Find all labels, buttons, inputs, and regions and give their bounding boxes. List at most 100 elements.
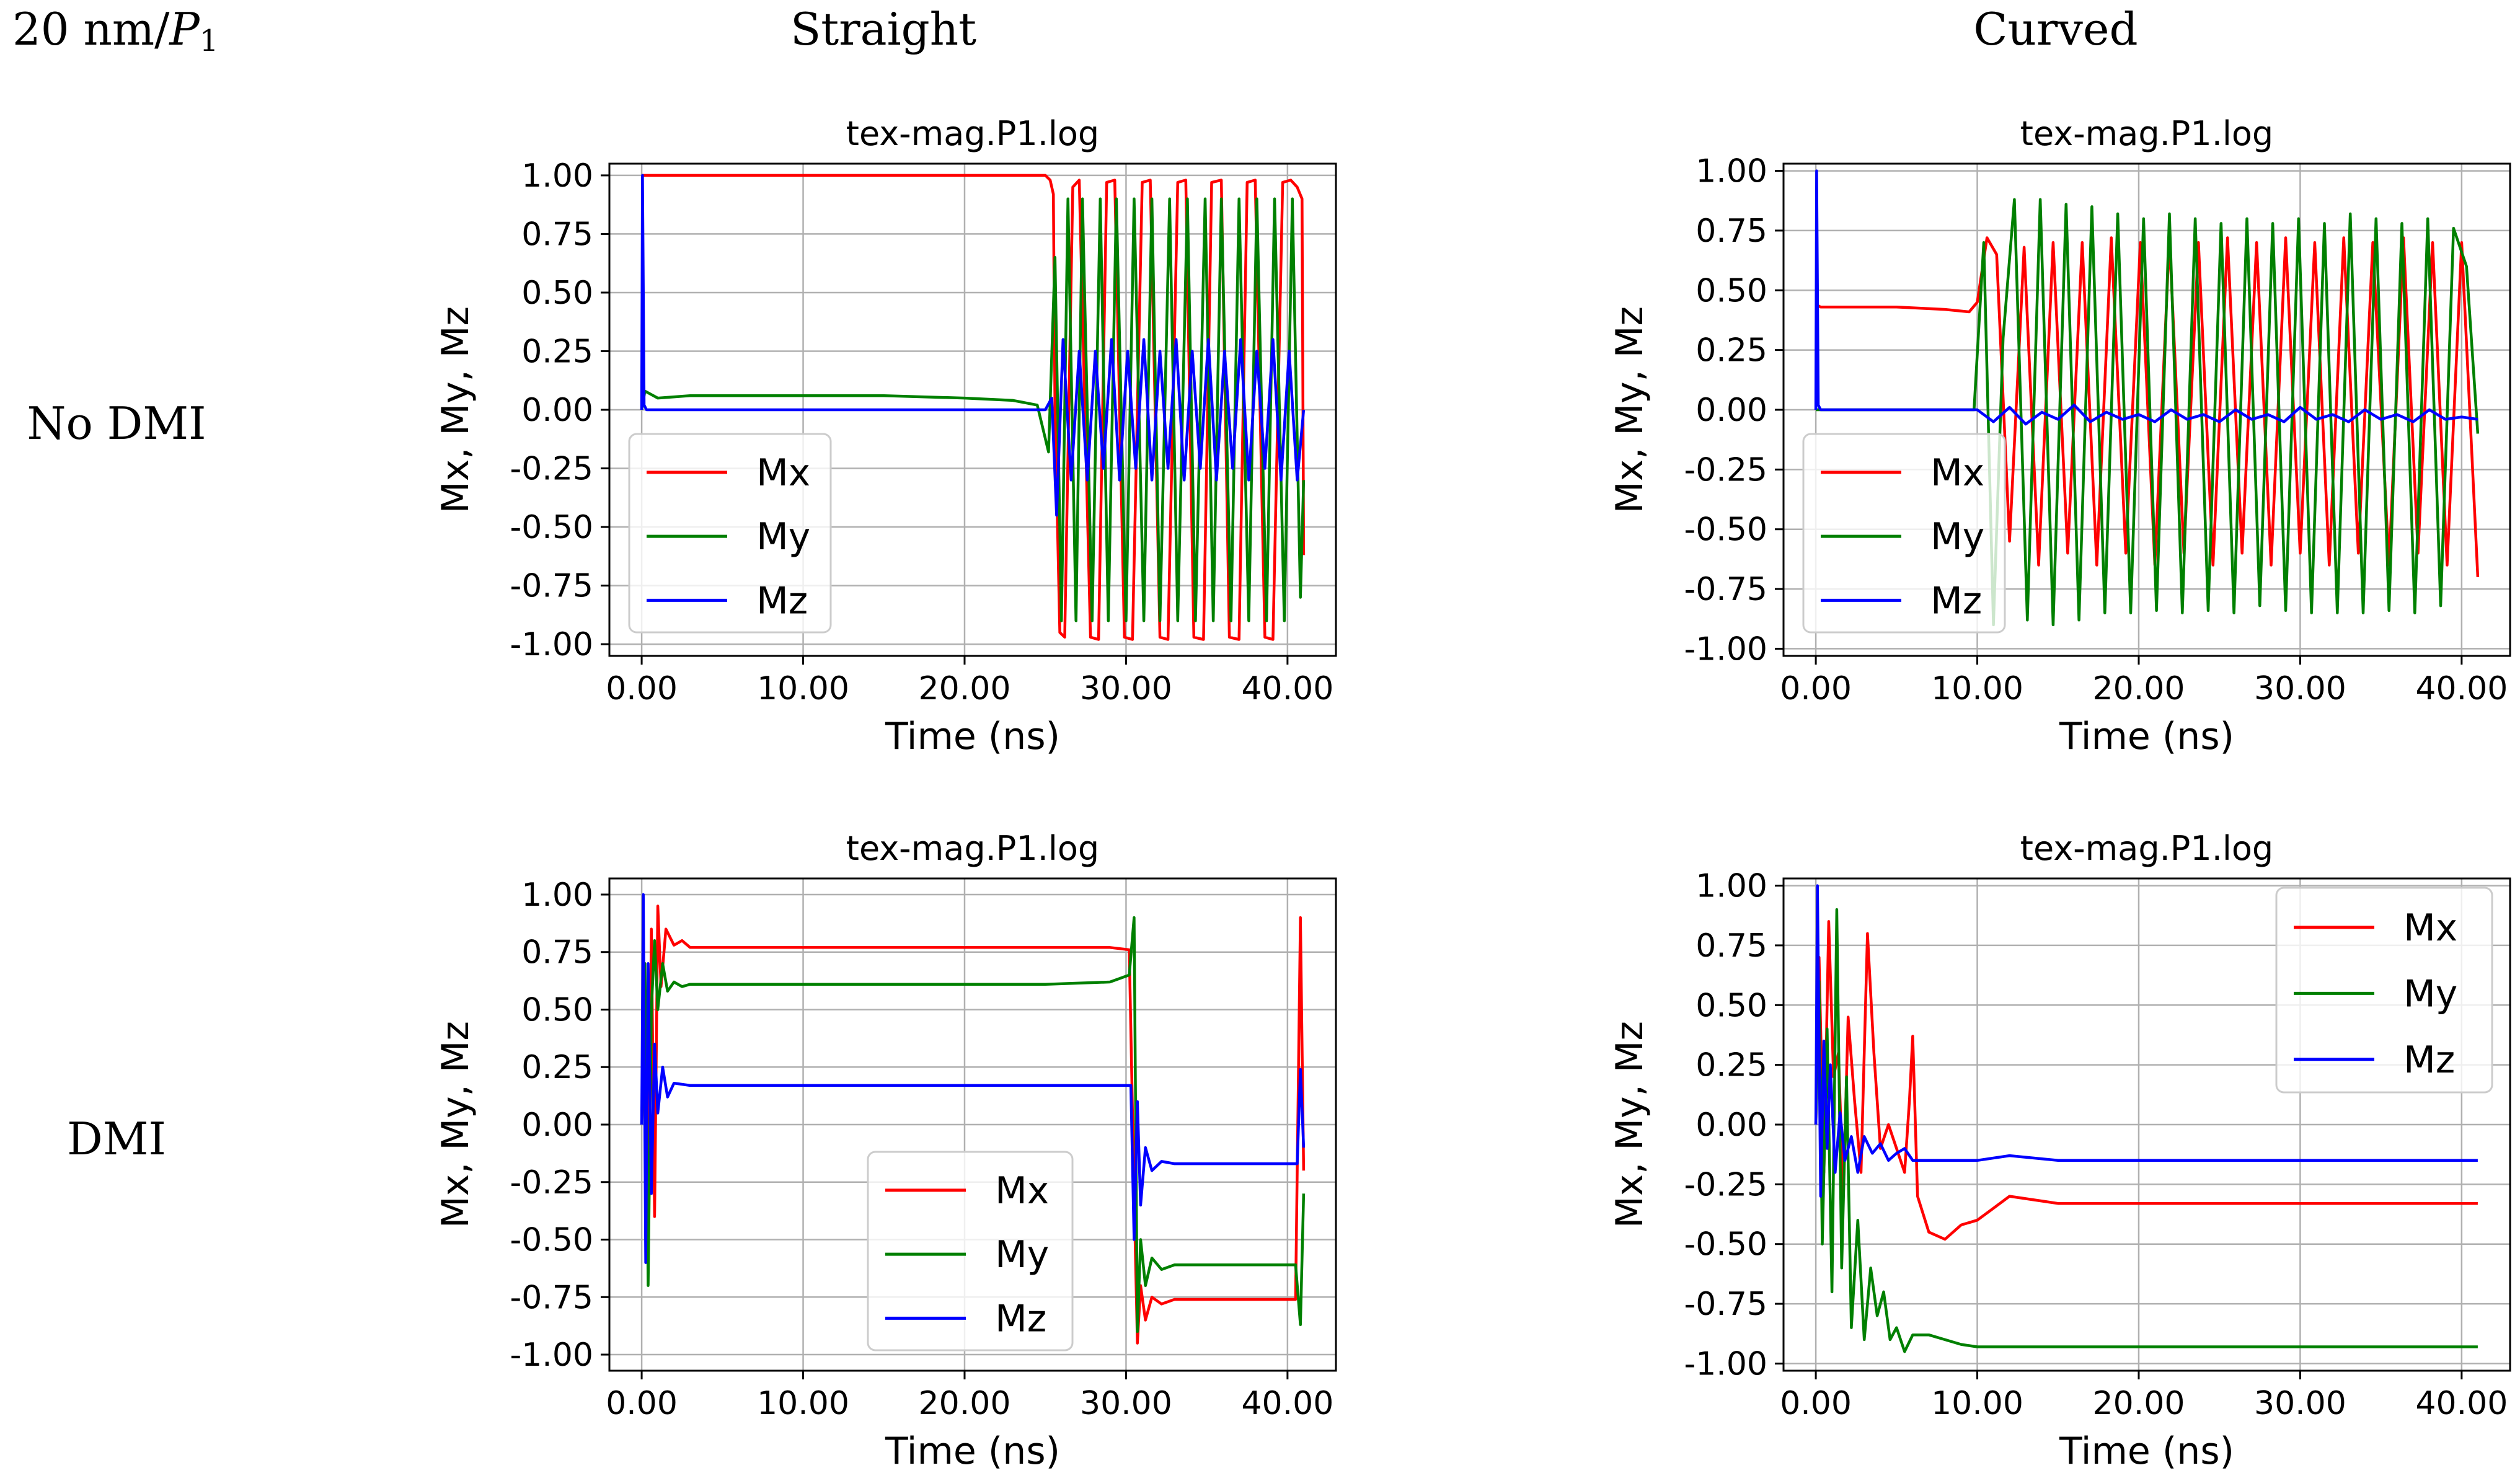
y-tick-label: -1.00	[510, 626, 593, 663]
y-tick-label: 0.00	[1695, 1107, 1767, 1144]
y-tick-label: 1.00	[1695, 868, 1767, 905]
y-tick-label: -0.75	[510, 568, 593, 605]
y-tick-label: 1.00	[1695, 153, 1767, 190]
x-tick-label: 0.00	[1780, 1385, 1852, 1422]
corner-label-italic: P	[168, 3, 200, 55]
legend-label-mz: Mz	[756, 579, 808, 622]
x-axis-label: Time (ns)	[885, 715, 1060, 758]
legend-label-mz: Mz	[2403, 1038, 2455, 1082]
y-tick-label: 0.75	[1695, 213, 1767, 250]
legend-box	[2275, 887, 2493, 1094]
y-tick-label: -0.25	[1684, 451, 1767, 489]
legend: Mx My Mz	[628, 433, 832, 634]
legend-box	[867, 1151, 1074, 1351]
y-tick-label: 0.50	[1695, 987, 1767, 1024]
x-tick-label: 0.00	[606, 1385, 678, 1422]
x-tick-label: 30.00	[1080, 670, 1172, 707]
y-tick-label: -1.00	[1684, 630, 1767, 668]
legend-label-mz: Mz	[995, 1297, 1046, 1340]
column-header-straight: Straight	[790, 3, 976, 55]
x-axis-label: Time (ns)	[2059, 715, 2234, 758]
x-tick-label: 40.00	[1241, 1385, 1333, 1422]
corner-label-sub: 1	[200, 24, 219, 58]
y-tick-label: -0.25	[1684, 1166, 1767, 1203]
legend-label-my: My	[995, 1233, 1049, 1276]
chart-panel-nodmi-straight: 0.00 10.00 20.00 30.00 40.00 1.00 0.75 0.50 0.25…	[434, 114, 1337, 758]
y-tick-label: -0.50	[1684, 511, 1767, 549]
y-tick-label: -0.50	[1684, 1226, 1767, 1263]
x-tick-label: 40.00	[2415, 670, 2508, 707]
y-tick-label: -0.25	[510, 451, 593, 488]
y-tick-label: 0.00	[521, 1107, 593, 1144]
x-axis-label: Time (ns)	[885, 1430, 1060, 1473]
y-tick-label: -0.75	[1684, 571, 1767, 608]
y-tick-label: -0.75	[1684, 1286, 1767, 1323]
x-tick-label: 40.00	[1241, 670, 1333, 707]
chart-title: tex-mag.P1.log	[846, 829, 1099, 868]
x-tick-label: 0.00	[1780, 670, 1852, 707]
legend-box	[628, 433, 832, 634]
corner-label-main: 20 nm/	[12, 3, 170, 55]
legend-label-my: My	[1930, 515, 1984, 559]
series-line-mx	[640, 905, 1306, 1345]
y-axis-label: Mx, My, Mz	[434, 1021, 477, 1228]
series-line-my	[640, 916, 1306, 1334]
x-axis-label: Time (ns)	[2059, 1430, 2234, 1473]
x-tick-label: 20.00	[919, 670, 1011, 707]
column-header-curved: Curved	[1973, 3, 2138, 55]
legend: Mx My Mz	[2275, 887, 2493, 1094]
legend-label-my: My	[2403, 972, 2457, 1015]
x-tick-label: 20.00	[2093, 670, 2185, 707]
x-tick-label: 30.00	[1080, 1385, 1172, 1422]
y-tick-label: 0.50	[1695, 272, 1767, 309]
y-tick-label: 0.00	[521, 392, 593, 429]
y-axis-label: Mx, My, Mz	[434, 306, 477, 513]
series-lines	[640, 174, 1306, 641]
chart-title: tex-mag.P1.log	[2020, 114, 2273, 153]
y-tick-label: 0.25	[521, 333, 593, 370]
y-tick-label: -0.50	[510, 1222, 593, 1259]
x-tick-label: 0.00	[606, 670, 678, 707]
y-tick-label: 0.50	[521, 275, 593, 312]
legend-label-mz: Mz	[1930, 579, 1982, 622]
x-tick-label: 10.00	[757, 670, 849, 707]
series-line-mz	[1814, 169, 2478, 426]
series-line-mz	[640, 174, 1306, 517]
y-axis-label: Mx, My, Mz	[1608, 1021, 1651, 1228]
legend-box	[1802, 433, 2006, 634]
corner-label: 20 nm/P1	[12, 3, 218, 58]
y-tick-label: 1.00	[521, 157, 593, 195]
y-tick-label: 1.00	[521, 877, 593, 914]
series-line-my	[1814, 908, 2478, 1353]
y-tick-label: 0.75	[521, 216, 593, 253]
chart-panel-dmi-straight: 0.00 10.00 20.00 30.00 40.00 1.00 0.75 0.50 0.25…	[434, 829, 1337, 1473]
row-header-dmi: DMI	[67, 1113, 166, 1165]
chart-panel-nodmi-curved: 0.00 10.00 20.00 30.00 40.00 1.00 0.75 0.50 0.25…	[1608, 114, 2511, 758]
y-tick-label: 0.00	[1695, 392, 1767, 429]
x-tick-label: 40.00	[2415, 1385, 2508, 1422]
y-tick-label: 0.25	[521, 1049, 593, 1086]
legend-label-my: My	[756, 515, 810, 559]
y-tick-label: -0.25	[510, 1164, 593, 1201]
chart-title: tex-mag.P1.log	[2020, 829, 2273, 868]
series-line-mz	[640, 893, 1306, 1264]
y-tick-label: 0.50	[521, 991, 593, 1028]
legend-label-mx: Mx	[2403, 906, 2457, 950]
legend-label-mx: Mx	[756, 451, 810, 495]
x-tick-label: 10.00	[1931, 670, 2023, 707]
legend-label-mx: Mx	[995, 1169, 1049, 1213]
x-tick-label: 10.00	[757, 1385, 849, 1422]
chart-panel-dmi-curved: 0.00 10.00 20.00 30.00 40.00 1.00 0.75 0.50 0.25…	[1608, 829, 2511, 1473]
x-tick-label: 30.00	[2254, 1385, 2346, 1422]
y-tick-label: 0.25	[1695, 1047, 1767, 1084]
x-tick-label: 20.00	[919, 1385, 1011, 1422]
y-tick-label: 0.75	[521, 934, 593, 971]
x-tick-label: 20.00	[2093, 1385, 2185, 1422]
legend: Mx My Mz	[867, 1151, 1074, 1351]
row-header-no-dmi: No DMI	[27, 397, 206, 449]
series-line-mx	[642, 174, 1306, 641]
y-tick-label: 0.25	[1695, 332, 1767, 369]
y-tick-label: -0.75	[510, 1279, 593, 1316]
series-lines	[640, 893, 1306, 1345]
